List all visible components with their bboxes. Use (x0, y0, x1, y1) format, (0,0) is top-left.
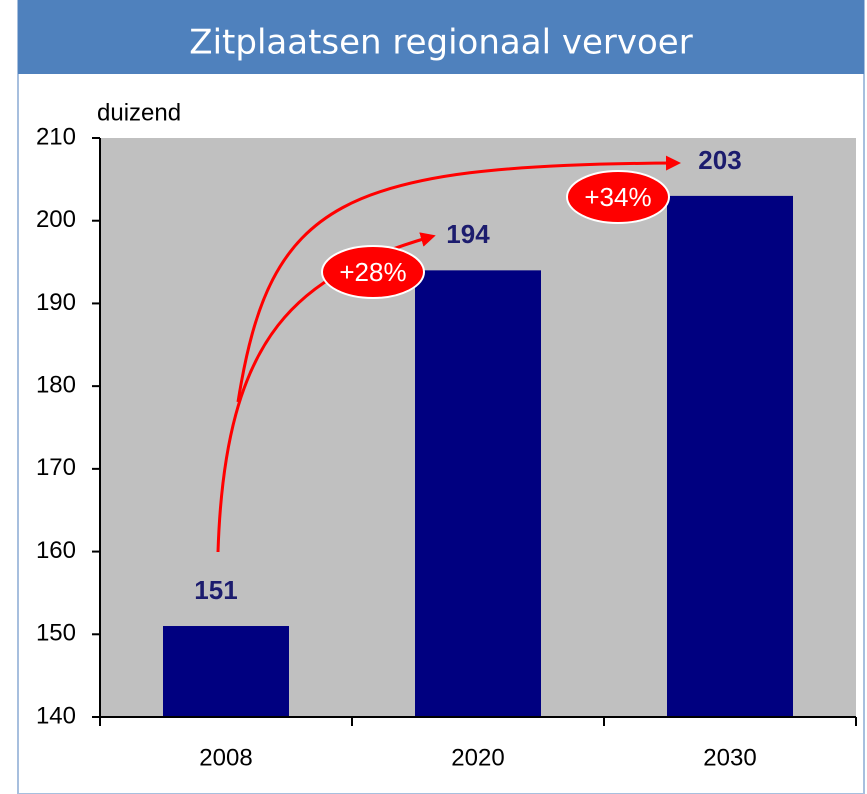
chart-title: Zitplaatsen regionaal vervoer (189, 23, 692, 63)
bar (667, 195, 793, 717)
y-tick-label: 150 (36, 620, 76, 647)
bar (415, 270, 541, 717)
x-tick-label: 2020 (451, 744, 504, 771)
x-tick-label: 2030 (703, 744, 756, 771)
y-tick-label: 160 (36, 537, 76, 564)
title-bar (18, 0, 864, 74)
y-tick-label: 180 (36, 371, 76, 398)
y-tick-label: 140 (36, 702, 76, 729)
data-label: 194 (446, 219, 490, 249)
annotation-badge (566, 170, 670, 224)
y-axis-label: duizend (97, 99, 181, 126)
y-tick-label: 170 (36, 454, 76, 481)
annotation: +28% (339, 257, 406, 287)
bar (163, 626, 289, 717)
y-tick-label: 210 (36, 123, 76, 150)
data-label: 203 (698, 145, 741, 175)
annotation-badge (321, 245, 425, 299)
annotation: +34% (584, 182, 651, 212)
y-tick-label: 190 (36, 289, 76, 316)
x-tick-label: 2008 (199, 744, 252, 771)
data-label: 151 (194, 575, 237, 605)
arrow (236, 155, 681, 403)
y-tick-label: 200 (36, 206, 76, 233)
